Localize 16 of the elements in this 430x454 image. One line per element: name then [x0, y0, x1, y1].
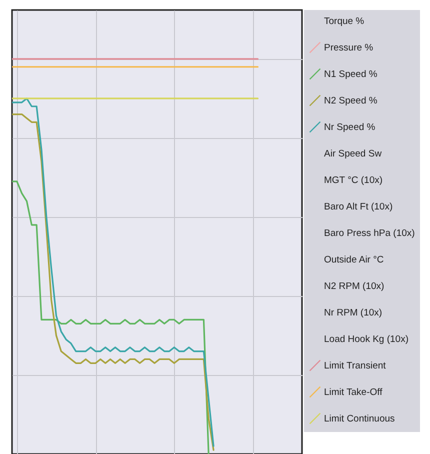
- text: Load Hook Kg (10x): [324, 334, 408, 345]
- legend-label: Pressure %: [324, 42, 374, 54]
- text: Baro Alt Ft (10x): [324, 202, 393, 212]
- text: N2 RPM (10x): [324, 281, 384, 292]
- text: MGT °C (10x): [324, 175, 383, 186]
- text: Nr RPM (10x): [324, 308, 382, 318]
- legend-label: Limit Take-Off: [324, 387, 383, 398]
- legend-label: N2 Speed %: [324, 96, 378, 106]
- legend-label: N1 Speed %: [324, 69, 378, 80]
- text: Air Speed Sw: [324, 148, 382, 160]
- legend-label: Nr Speed %: [324, 122, 376, 133]
- legend-label: Limit Transient: [324, 360, 386, 372]
- text: Outside Air °C: [324, 254, 384, 266]
- text: Torque %: [324, 16, 365, 27]
- legend-label: Limit Continuous: [324, 414, 396, 424]
- text: Baro Press hPa (10x): [324, 228, 415, 239]
